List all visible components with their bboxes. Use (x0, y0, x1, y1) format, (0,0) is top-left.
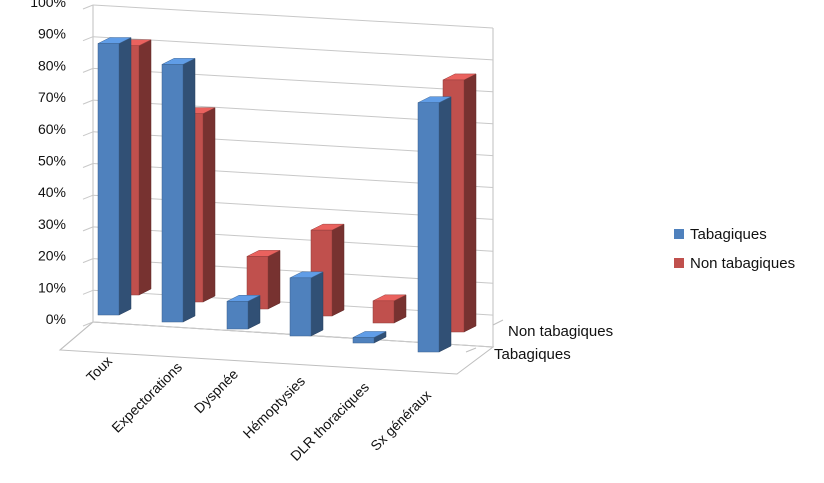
tick-mark (82, 163, 94, 168)
bar-tabagiques (417, 96, 452, 353)
category-label: Expectorations (108, 359, 185, 436)
bar-non-tabagiques (372, 294, 407, 324)
y-tick-label: 50% (38, 153, 66, 169)
depth-axis-labels: Non tabagiques Tabagiques (465, 319, 613, 363)
y-tick-label: 30% (38, 216, 66, 232)
y-tick-label: 20% (38, 248, 66, 264)
tick-mark (82, 131, 94, 137)
y-tick-label: 10% (38, 279, 66, 295)
tick-mark (82, 99, 94, 105)
category-label: Toux (83, 353, 115, 385)
legend-label: Non tabagiques (690, 255, 795, 272)
legend-swatch (674, 229, 684, 239)
y-tick-label: 80% (38, 57, 66, 73)
legend-label: Tabagiques (690, 226, 767, 243)
bar-tabagiques (289, 271, 324, 337)
bar-non-tabagiques (246, 249, 281, 310)
tick-mark (82, 258, 94, 264)
depth-tick (492, 319, 504, 326)
tick-mark (82, 226, 94, 232)
tick-mark (82, 4, 94, 10)
y-axis-ticks: 0% 10% 20% 30% 40% 50% 60% 70% 80% 90% 100% (30, 0, 66, 327)
bar-tabagiques (97, 37, 132, 316)
category-label: Dyspnée (191, 366, 242, 417)
gridline (92, 4, 494, 29)
category-label: Hémoptysies (240, 373, 309, 442)
gridline (92, 36, 494, 61)
depth-tick (465, 347, 477, 353)
y-tick-label: 90% (38, 26, 66, 42)
tick-mark (82, 36, 94, 42)
gridline (92, 67, 494, 93)
bar-tabagiques (352, 331, 387, 344)
bar-tabagiques (161, 57, 196, 323)
y-tick-label: 100% (30, 0, 66, 10)
bar-tabagiques (226, 294, 261, 330)
tick-mark (82, 194, 94, 200)
depth-label-tabagiques: Tabagiques (494, 346, 571, 363)
legend: Tabagiques Non tabagiques (674, 226, 795, 272)
y-tick-label: 40% (38, 184, 66, 200)
y-tick-label: 0% (46, 311, 66, 327)
depth-label-non-tabagiques: Non tabagiques (508, 323, 613, 340)
tick-mark (82, 321, 94, 327)
y-tick-label: 60% (38, 121, 66, 137)
legend-swatch (674, 258, 684, 268)
y-tick-label: 70% (38, 89, 66, 105)
tick-mark (82, 67, 94, 73)
tick-mark (82, 289, 94, 295)
side-edge (59, 321, 94, 351)
category-label: Sx généraux (367, 387, 434, 454)
bars (97, 37, 477, 353)
